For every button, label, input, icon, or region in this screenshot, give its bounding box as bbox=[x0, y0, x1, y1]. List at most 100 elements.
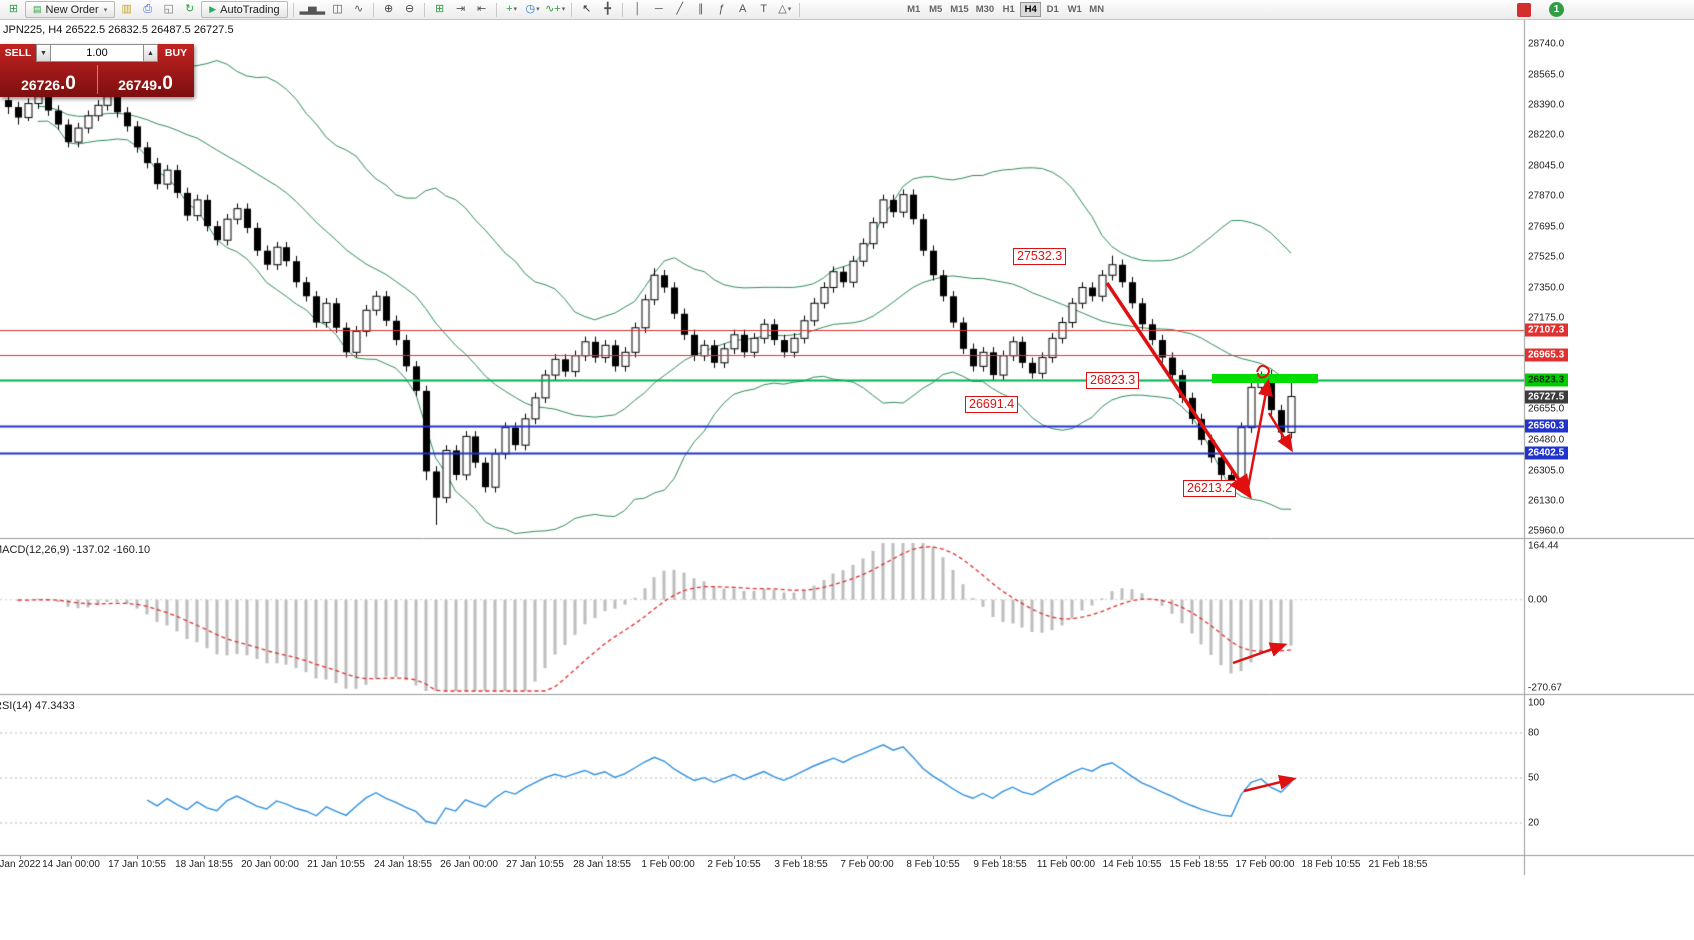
time-axis-tick bbox=[1398, 856, 1399, 859]
cursor-icon[interactable]: ↖ bbox=[582, 3, 592, 15]
timeframe-button-w1[interactable]: W1 bbox=[1064, 2, 1085, 17]
toolbar-separator bbox=[571, 2, 573, 17]
auto-scroll-icon[interactable]: ⇥ bbox=[455, 3, 466, 15]
time-axis-label: 27 Jan 10:55 bbox=[506, 859, 564, 870]
price-level-label: 27107.3 bbox=[1525, 323, 1569, 337]
zoom-in-icon[interactable]: ⊕ bbox=[383, 3, 394, 15]
price-divider bbox=[97, 65, 98, 94]
time-axis-tick bbox=[867, 856, 868, 859]
timeframe-button-d1[interactable]: D1 bbox=[1042, 2, 1063, 17]
buy-button[interactable]: BUY bbox=[164, 47, 188, 59]
price-level-label: 26965.3 bbox=[1525, 348, 1569, 362]
price-axis-tick: 27695.0 bbox=[1528, 221, 1565, 233]
macd-axis-tick: 0.00 bbox=[1528, 594, 1548, 606]
trendline-icon[interactable]: ╱ bbox=[676, 3, 684, 15]
indicators-icon[interactable]: ∿+ ▾ bbox=[545, 3, 566, 15]
time-axis-tick bbox=[602, 856, 603, 859]
new-order-button[interactable]: ▤ New Order ▾ bbox=[25, 1, 116, 18]
volume-decrease-button[interactable]: ▼ bbox=[36, 44, 51, 62]
price-axis-tick: 28565.0 bbox=[1528, 69, 1565, 81]
price-axis-tick: 27175.0 bbox=[1528, 312, 1565, 324]
text-label-icon[interactable]: T bbox=[760, 3, 768, 15]
buy-price-frac: .0 bbox=[157, 72, 173, 94]
sell-button[interactable]: SELL bbox=[4, 47, 32, 59]
zoom-out-icon[interactable]: ⊖ bbox=[404, 3, 415, 15]
new-order-label: New Order bbox=[45, 3, 99, 16]
new-order-icon: ▤ bbox=[33, 4, 42, 14]
alert-icon[interactable] bbox=[1517, 3, 1531, 17]
candlestick-chart-icon[interactable]: ◫ bbox=[332, 3, 343, 15]
chevron-down-icon: ▾ bbox=[787, 6, 792, 13]
timeframe-button-m5[interactable]: M5 bbox=[925, 2, 946, 17]
price-annotation-label: 26213.2 bbox=[1183, 480, 1237, 497]
buy-price-button[interactable]: 26749.0 bbox=[97, 62, 194, 97]
horizontal-line-icon[interactable]: ─ bbox=[654, 3, 663, 15]
time-axis-label: 18 Feb 10:55 bbox=[1301, 859, 1361, 870]
time-axis-tick bbox=[535, 856, 536, 859]
sell-price-button[interactable]: 26726.0 bbox=[0, 62, 97, 97]
timeframe-group: M1 M5 M15 M30 H1 H4 D1 W1 MN bbox=[903, 2, 1107, 17]
time-axis-tick bbox=[137, 856, 138, 859]
price-level-label: 26560.3 bbox=[1525, 419, 1569, 433]
chart-shift-icon[interactable]: ⇤ bbox=[476, 3, 487, 15]
volume-input[interactable] bbox=[51, 44, 143, 62]
price-axis-tick: 28045.0 bbox=[1528, 160, 1565, 172]
crosshair-icon[interactable]: ╋ bbox=[604, 3, 612, 15]
time-axis-label: 15 Feb 18:55 bbox=[1169, 859, 1229, 870]
tile-windows-icon[interactable]: ⊞ bbox=[434, 3, 445, 15]
print-icon[interactable]: ⎙ bbox=[143, 3, 153, 15]
time-axis-label: 17 Jan 10:55 bbox=[108, 859, 166, 870]
time-axis-label: 14 Jan 00:00 bbox=[42, 859, 100, 870]
autotrading-icon: ▶ bbox=[209, 4, 217, 14]
timeframe-button-m1[interactable]: M1 bbox=[903, 2, 924, 17]
rsi-axis-tick: 50 bbox=[1528, 772, 1540, 784]
price-level-label: 26727.5 bbox=[1525, 390, 1569, 404]
time-axis-tick bbox=[204, 856, 205, 859]
price-level-label: 26823.3 bbox=[1525, 373, 1569, 387]
toolbar-separator bbox=[373, 2, 375, 17]
timeframe-button-m15[interactable]: M15 bbox=[947, 2, 971, 17]
equidistant-channel-icon[interactable]: ∥ bbox=[697, 3, 704, 15]
timeframe-button-h1[interactable]: H1 bbox=[998, 2, 1019, 17]
time-axis-tick bbox=[801, 856, 802, 859]
text-icon[interactable]: A bbox=[739, 3, 747, 15]
volume-increase-button[interactable]: ▲ bbox=[143, 44, 158, 62]
time-axis-tick bbox=[270, 856, 271, 859]
shapes-icon[interactable]: △ ▾ bbox=[778, 3, 792, 15]
metaeditor-box-icon[interactable]: ▥ bbox=[121, 3, 132, 15]
fibonacci-icon[interactable]: ƒ bbox=[718, 3, 725, 15]
time-axis-label: 7 Feb 00:00 bbox=[840, 859, 894, 870]
macd-axis-tick: 164.44 bbox=[1528, 540, 1559, 552]
new-chart-icon[interactable]: ⊞ bbox=[8, 3, 19, 15]
time-axis-label: 21 Jan 10:55 bbox=[307, 859, 365, 870]
rsi-axis-tick: 20 bbox=[1528, 817, 1540, 829]
chevron-down-icon: ▾ bbox=[561, 6, 566, 13]
period-icon[interactable]: ◷ ▾ bbox=[525, 3, 540, 15]
time-axis-tick bbox=[1066, 856, 1067, 859]
bar-chart-icon[interactable]: ▂▅▂ bbox=[299, 3, 326, 15]
timeframe-button-mn[interactable]: MN bbox=[1086, 2, 1107, 17]
timeframe-button-h4[interactable]: H4 bbox=[1020, 2, 1042, 17]
price-axis-tick: 25960.0 bbox=[1528, 525, 1565, 537]
print-preview-icon[interactable]: ◱ bbox=[163, 3, 174, 15]
price-axis-tick: 28220.0 bbox=[1528, 129, 1565, 141]
time-axis-label: 9 Feb 18:55 bbox=[973, 859, 1027, 870]
toolbar-separator bbox=[424, 2, 426, 17]
vertical-line-icon[interactable]: │ bbox=[634, 3, 642, 15]
time-axis-tick bbox=[71, 856, 72, 859]
time-axis-tick bbox=[1199, 856, 1200, 859]
notification-badge[interactable]: 1 bbox=[1549, 2, 1564, 17]
new-chart-window-icon[interactable]: + ▾ bbox=[506, 3, 518, 15]
line-chart-icon[interactable]: ∿ bbox=[353, 3, 364, 15]
sell-price-frac: .0 bbox=[60, 72, 76, 94]
autotrading-button[interactable]: ▶ AutoTrading bbox=[201, 1, 288, 18]
chevron-down-icon: ▾ bbox=[513, 6, 518, 13]
price-axis-tick: 28390.0 bbox=[1528, 99, 1565, 111]
one-click-trading-panel: SELL ▼ ▲ BUY 26726.0 26749.0 bbox=[0, 44, 194, 97]
time-axis-label: 2 Feb 10:55 bbox=[707, 859, 761, 870]
timeframe-button-m30[interactable]: M30 bbox=[973, 2, 997, 17]
refresh-icon[interactable]: ↻ bbox=[185, 3, 195, 15]
time-axis-label: 17 Feb 00:00 bbox=[1235, 859, 1295, 870]
